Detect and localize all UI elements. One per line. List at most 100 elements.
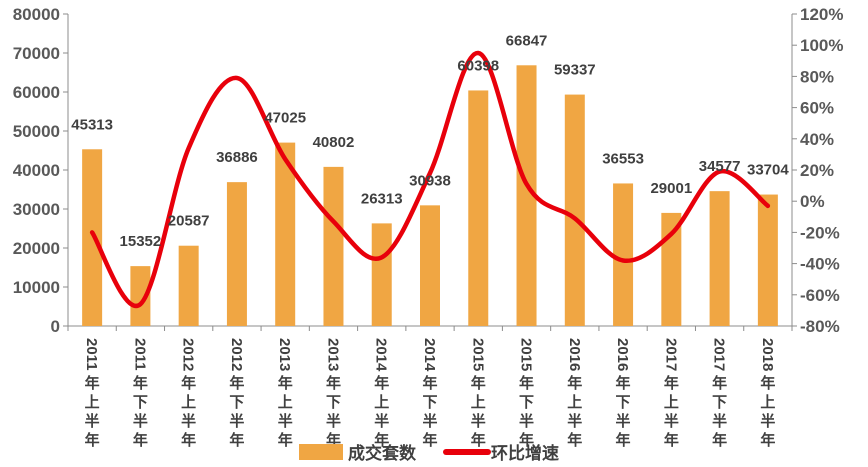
data-label: 26313 bbox=[361, 190, 403, 207]
x-label-char: 半 bbox=[278, 412, 293, 430]
bar bbox=[371, 223, 392, 326]
data-label: 45313 bbox=[71, 116, 113, 133]
data-label: 66847 bbox=[506, 32, 548, 49]
left-tick-label: 70000 bbox=[13, 44, 60, 63]
x-label-char: 年 bbox=[712, 374, 727, 392]
x-label-char: 年 bbox=[229, 374, 244, 392]
x-label-char: 上 bbox=[760, 394, 775, 411]
x-label-char: 年 bbox=[278, 431, 293, 449]
data-label: 20587 bbox=[168, 213, 210, 230]
x-label-char: 年 bbox=[712, 431, 727, 449]
x-label-char: 半 bbox=[760, 412, 775, 430]
x-label-char: 半 bbox=[664, 412, 679, 430]
x-label-year: 2012 bbox=[180, 338, 197, 371]
x-label-char: 年 bbox=[133, 431, 148, 449]
left-tick-label: 0 bbox=[51, 317, 60, 336]
x-label-char: 年 bbox=[616, 374, 631, 392]
x-label-char: 上 bbox=[664, 394, 679, 411]
x-label-char: 年 bbox=[85, 374, 100, 392]
x-label-char: 年 bbox=[519, 374, 534, 392]
x-label-year: 2018 bbox=[759, 338, 776, 371]
x-label-char: 上 bbox=[374, 394, 389, 411]
x-label-year: 2017 bbox=[662, 338, 679, 371]
bar bbox=[757, 194, 778, 326]
x-label-char: 下 bbox=[712, 394, 727, 411]
x-label-char: 年 bbox=[326, 374, 341, 392]
x-label-char: 半 bbox=[229, 412, 244, 430]
x-label-char: 年 bbox=[519, 431, 534, 449]
legend-label-line: 环比增速 bbox=[491, 443, 559, 463]
x-label-year: 2012 bbox=[228, 338, 245, 371]
x-label-char: 年 bbox=[374, 374, 389, 392]
x-label-char: 年 bbox=[374, 431, 389, 449]
bar bbox=[661, 212, 682, 326]
bars bbox=[82, 65, 778, 327]
data-label: 34577 bbox=[699, 158, 741, 175]
data-label: 15352 bbox=[120, 233, 162, 250]
x-label-char: 半 bbox=[519, 412, 534, 430]
x-label-char: 年 bbox=[471, 431, 486, 449]
bar bbox=[420, 205, 440, 326]
x-label-char: 年 bbox=[181, 431, 196, 449]
x-label-year: 2013 bbox=[324, 338, 341, 371]
x-label-char: 年 bbox=[133, 374, 148, 392]
x-label-year: 2013 bbox=[276, 338, 293, 371]
right-tick-label: -80% bbox=[800, 317, 840, 336]
x-label-char: 下 bbox=[616, 394, 631, 411]
right-tick-label: 120% bbox=[800, 5, 843, 24]
right-tick-label: 40% bbox=[800, 130, 834, 149]
x-label-char: 下 bbox=[519, 394, 534, 411]
legend-label-bar: 成交套数 bbox=[348, 443, 417, 463]
x-label-year: 2015 bbox=[518, 338, 535, 371]
x-label-char: 半 bbox=[326, 412, 341, 430]
data-label: 36553 bbox=[602, 150, 644, 167]
legend[interactable]: 成交套数 环比增速 bbox=[299, 443, 559, 463]
bar bbox=[516, 65, 537, 327]
x-label-char: 上 bbox=[471, 394, 486, 411]
x-label-char: 半 bbox=[471, 412, 486, 430]
data-labels: 45313 15352 20587 36886 47025 40802 26313 30938… bbox=[71, 32, 789, 250]
data-label: 40802 bbox=[313, 134, 355, 151]
right-tick-label: 80% bbox=[800, 67, 834, 86]
data-label: 30938 bbox=[409, 172, 451, 189]
x-label-char: 年 bbox=[760, 374, 775, 392]
data-label: 36886 bbox=[216, 149, 258, 166]
data-label: 47025 bbox=[264, 110, 306, 127]
x-label-char: 上 bbox=[85, 394, 100, 411]
right-tick-label: 100% bbox=[800, 36, 843, 55]
left-tick-label: 20000 bbox=[13, 239, 60, 258]
x-label-char: 年 bbox=[664, 431, 679, 449]
right-tick-label: 60% bbox=[800, 99, 834, 118]
x-label-year: 2014 bbox=[421, 338, 438, 372]
left-tick-label: 50000 bbox=[13, 122, 60, 141]
x-label-char: 上 bbox=[567, 394, 582, 411]
bar bbox=[82, 149, 103, 326]
right-tick-label: 0% bbox=[800, 192, 825, 211]
left-tick-label: 30000 bbox=[13, 200, 60, 219]
x-axis-labels: 2011年上半年2011年下半年2012年上半年2012年下半年2013年上半年… bbox=[83, 338, 776, 449]
x-label-char: 年 bbox=[181, 374, 196, 392]
bar bbox=[275, 142, 296, 326]
left-tick-label: 60000 bbox=[13, 83, 60, 102]
x-label-char: 年 bbox=[85, 431, 100, 449]
x-label-char: 半 bbox=[374, 412, 389, 430]
x-label-char: 年 bbox=[760, 431, 775, 449]
x-label-year: 2011 bbox=[131, 338, 148, 371]
data-label: 33704 bbox=[747, 162, 789, 179]
x-label-char: 半 bbox=[712, 412, 727, 430]
bar bbox=[178, 245, 199, 326]
x-label-char: 年 bbox=[471, 374, 486, 392]
x-label-year: 2015 bbox=[469, 338, 486, 371]
x-label-year: 2016 bbox=[614, 338, 631, 371]
data-label: 29001 bbox=[650, 180, 692, 197]
